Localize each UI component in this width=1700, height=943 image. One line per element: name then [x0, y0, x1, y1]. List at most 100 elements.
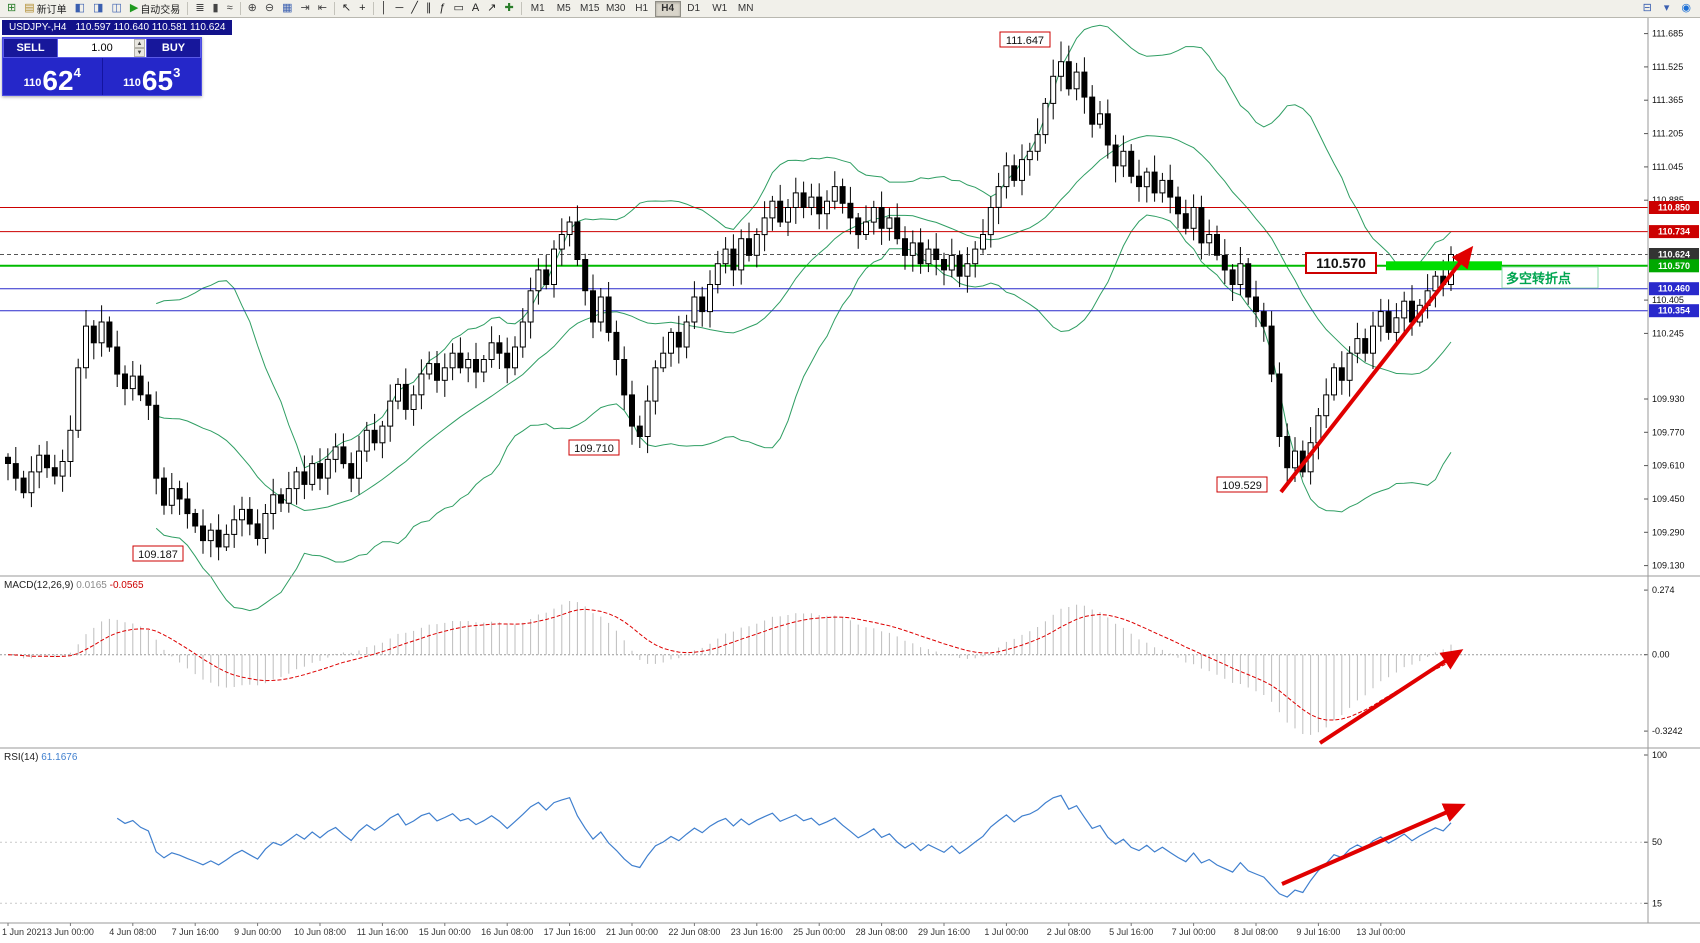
bollinger-upper [156, 24, 1452, 469]
market-watch-button[interactable]: ◧ [71, 0, 89, 17]
vertical-line-button[interactable]: │ [377, 0, 392, 17]
price-tick-label: 109.610 [1652, 461, 1685, 471]
window-arrange-button[interactable]: ⊟ [1639, 0, 1656, 17]
candle-body [1065, 61, 1072, 90]
price-callout[interactable]: 109.187 [132, 545, 184, 562]
timeframe-h1-button[interactable]: H1 [635, 3, 649, 14]
auto-scroll-button[interactable]: ⇥ [296, 0, 313, 17]
line-chart-button[interactable]: ≈ [223, 0, 237, 17]
candle-body [738, 238, 745, 271]
candle-body [699, 296, 706, 313]
text-tool-button[interactable]: A [468, 0, 483, 17]
candle-body [223, 533, 230, 548]
candle-body [1089, 96, 1096, 125]
price-marker-110.570: 110.570 [1649, 259, 1699, 273]
new-chart-button[interactable]: ⊞ [3, 0, 20, 17]
candle-body [293, 471, 300, 490]
key-level-highlight-band[interactable] [1386, 261, 1502, 271]
candle-body [1120, 150, 1127, 167]
timeframe-mn-button[interactable]: MN [737, 3, 754, 14]
timeframe-w1-button[interactable]: W1 [712, 3, 728, 14]
autotrading-button[interactable]: ▶ 自动交易 [126, 0, 184, 17]
price-tick-label: 111.525 [1652, 62, 1683, 72]
candle-body [925, 248, 932, 265]
buy-price[interactable]: 110 65 3 [101, 58, 202, 95]
horizontal-lines[interactable] [0, 207, 1648, 312]
time-tick-label: 9 Jun 00:00 [234, 927, 281, 937]
toolbar-separator [520, 2, 522, 15]
bar-chart-button[interactable]: ≣ [191, 0, 208, 17]
candle-body [90, 325, 97, 344]
candle-body [402, 383, 409, 410]
volume-input[interactable]: 1.00 ▲ ▼ [58, 38, 146, 58]
candle-body [824, 200, 830, 215]
candle-body [106, 321, 113, 348]
auto-scroll-icon: ⇥ [300, 2, 310, 14]
price-tick-label: 110.245 [1652, 328, 1684, 338]
channel-button[interactable]: ∥ [422, 0, 436, 17]
candle-body [933, 248, 940, 261]
arrow-tool-button[interactable]: ↗ [483, 0, 500, 17]
rsi-trend-arrow[interactable] [1281, 803, 1466, 886]
candle-chart-button[interactable]: ▮ [209, 0, 223, 17]
navigator-button[interactable]: ◫ [107, 0, 125, 17]
macd-trend-arrow[interactable] [1318, 649, 1464, 745]
indicators-button[interactable]: ✚ [500, 0, 517, 17]
sell-button[interactable]: SELL [3, 38, 58, 58]
timeframe-m15-button[interactable]: M15 [579, 3, 600, 14]
community-button[interactable]: ◉ [1677, 0, 1695, 17]
time-tick-label: 13 Jul 00:00 [1356, 927, 1405, 937]
new-order-icon: ▤ [24, 2, 35, 14]
candle-body [714, 263, 721, 286]
key-level-label[interactable]: 110.570 [1305, 252, 1377, 274]
timeframe-m30-button[interactable]: M30 [605, 3, 626, 14]
tile-windows-button[interactable]: ▦ [278, 0, 296, 17]
candle-body [675, 331, 682, 348]
price-tick-label: 111.045 [1652, 162, 1683, 172]
time-axis[interactable]: 1 Jun 2021 3 Jun 00:00 4 Jun 08:00 7 Jun 16… [2, 923, 1405, 937]
channel-icon: ∥ [425, 2, 432, 14]
price-axis[interactable]: 111.685 111.525 111.365 111.205 111.045 110.8… [1644, 29, 1699, 571]
candle-body [917, 242, 924, 265]
data-window-button[interactable]: ◨ [89, 0, 107, 17]
timeframe-d1-button[interactable]: D1 [687, 3, 701, 14]
cursor-button[interactable]: ↖ [338, 0, 355, 17]
candle-body [1393, 317, 1400, 333]
zoom-out-icon: ⊖ [264, 2, 275, 14]
price-callout[interactable]: 111.647 [999, 31, 1051, 48]
fibonacci-button[interactable]: ƒ [435, 0, 449, 17]
candle-body [808, 196, 815, 209]
candle-body [67, 429, 74, 462]
volume-up-icon[interactable]: ▲ [134, 39, 145, 48]
candle-body [551, 248, 557, 286]
price-callout[interactable]: 109.710 [568, 439, 620, 456]
zoom-in-button[interactable]: ⊕ [244, 0, 261, 17]
volume-down-icon[interactable]: ▼ [134, 48, 145, 57]
crosshair-button[interactable]: + [355, 0, 369, 17]
one-click-trade-panel[interactable]: SELL 1.00 ▲ ▼ BUY 110 62 4 110 65 3 [2, 37, 202, 96]
trendline-button[interactable]: ╱ [407, 0, 422, 17]
candle-body [870, 207, 877, 223]
time-tick-label: 29 Jun 16:00 [918, 927, 970, 937]
chart-shift-button[interactable]: ⇤ [314, 0, 331, 17]
timeframe-m1-button[interactable]: M1 [530, 3, 545, 14]
buy-button[interactable]: BUY [146, 38, 201, 58]
price-callout[interactable]: 109.529 [1216, 476, 1268, 493]
timeframe-m5-button[interactable]: M5 [556, 3, 571, 14]
candle-body [964, 263, 971, 277]
new-order-button[interactable]: ▤ 新订单 [20, 0, 70, 17]
timeframe-h4-button[interactable]: H4 [654, 0, 681, 17]
candle-body [20, 477, 27, 494]
sell-price[interactable]: 110 62 4 [3, 58, 102, 95]
turning-point-note[interactable]: 多空转折点 [1501, 266, 1599, 289]
horizontal-line-button[interactable]: ─ [391, 0, 407, 17]
price-trend-arrow[interactable] [1279, 245, 1474, 494]
shapes-button[interactable]: ▭ [450, 0, 468, 17]
horizontal-line-icon: ─ [395, 2, 404, 14]
options-dropdown-button[interactable]: ▾ [1660, 0, 1674, 17]
time-tick-label: 10 Jun 08:00 [294, 927, 346, 937]
sell-price-big: 62 [42, 65, 74, 97]
zoom-out-button[interactable]: ⊖ [261, 0, 278, 17]
